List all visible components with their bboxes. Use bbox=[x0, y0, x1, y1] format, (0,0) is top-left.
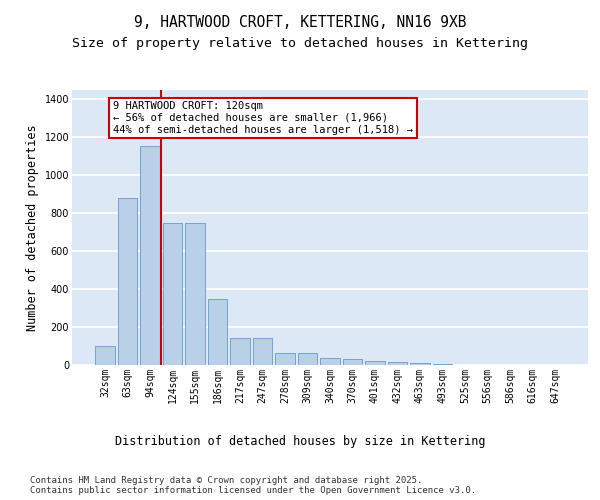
Bar bbox=[388, 362, 407, 365]
Bar bbox=[185, 223, 205, 365]
Y-axis label: Number of detached properties: Number of detached properties bbox=[26, 124, 39, 331]
Bar bbox=[343, 360, 362, 365]
Bar bbox=[140, 146, 160, 365]
Bar bbox=[298, 352, 317, 365]
Bar bbox=[208, 298, 227, 365]
Bar bbox=[230, 338, 250, 365]
Bar bbox=[163, 223, 182, 365]
Text: Contains HM Land Registry data © Crown copyright and database right 2025.
Contai: Contains HM Land Registry data © Crown c… bbox=[30, 476, 476, 495]
Bar bbox=[95, 346, 115, 365]
Bar bbox=[320, 358, 340, 365]
Bar bbox=[118, 198, 137, 365]
Text: 9 HARTWOOD CROFT: 120sqm
← 56% of detached houses are smaller (1,966)
44% of sem: 9 HARTWOOD CROFT: 120sqm ← 56% of detach… bbox=[113, 102, 413, 134]
Bar bbox=[365, 361, 385, 365]
Text: Size of property relative to detached houses in Kettering: Size of property relative to detached ho… bbox=[72, 38, 528, 51]
Text: 9, HARTWOOD CROFT, KETTERING, NN16 9XB: 9, HARTWOOD CROFT, KETTERING, NN16 9XB bbox=[134, 15, 466, 30]
Bar bbox=[433, 364, 452, 365]
Bar bbox=[410, 363, 430, 365]
Bar bbox=[253, 338, 272, 365]
Bar bbox=[275, 352, 295, 365]
Text: Distribution of detached houses by size in Kettering: Distribution of detached houses by size … bbox=[115, 435, 485, 448]
